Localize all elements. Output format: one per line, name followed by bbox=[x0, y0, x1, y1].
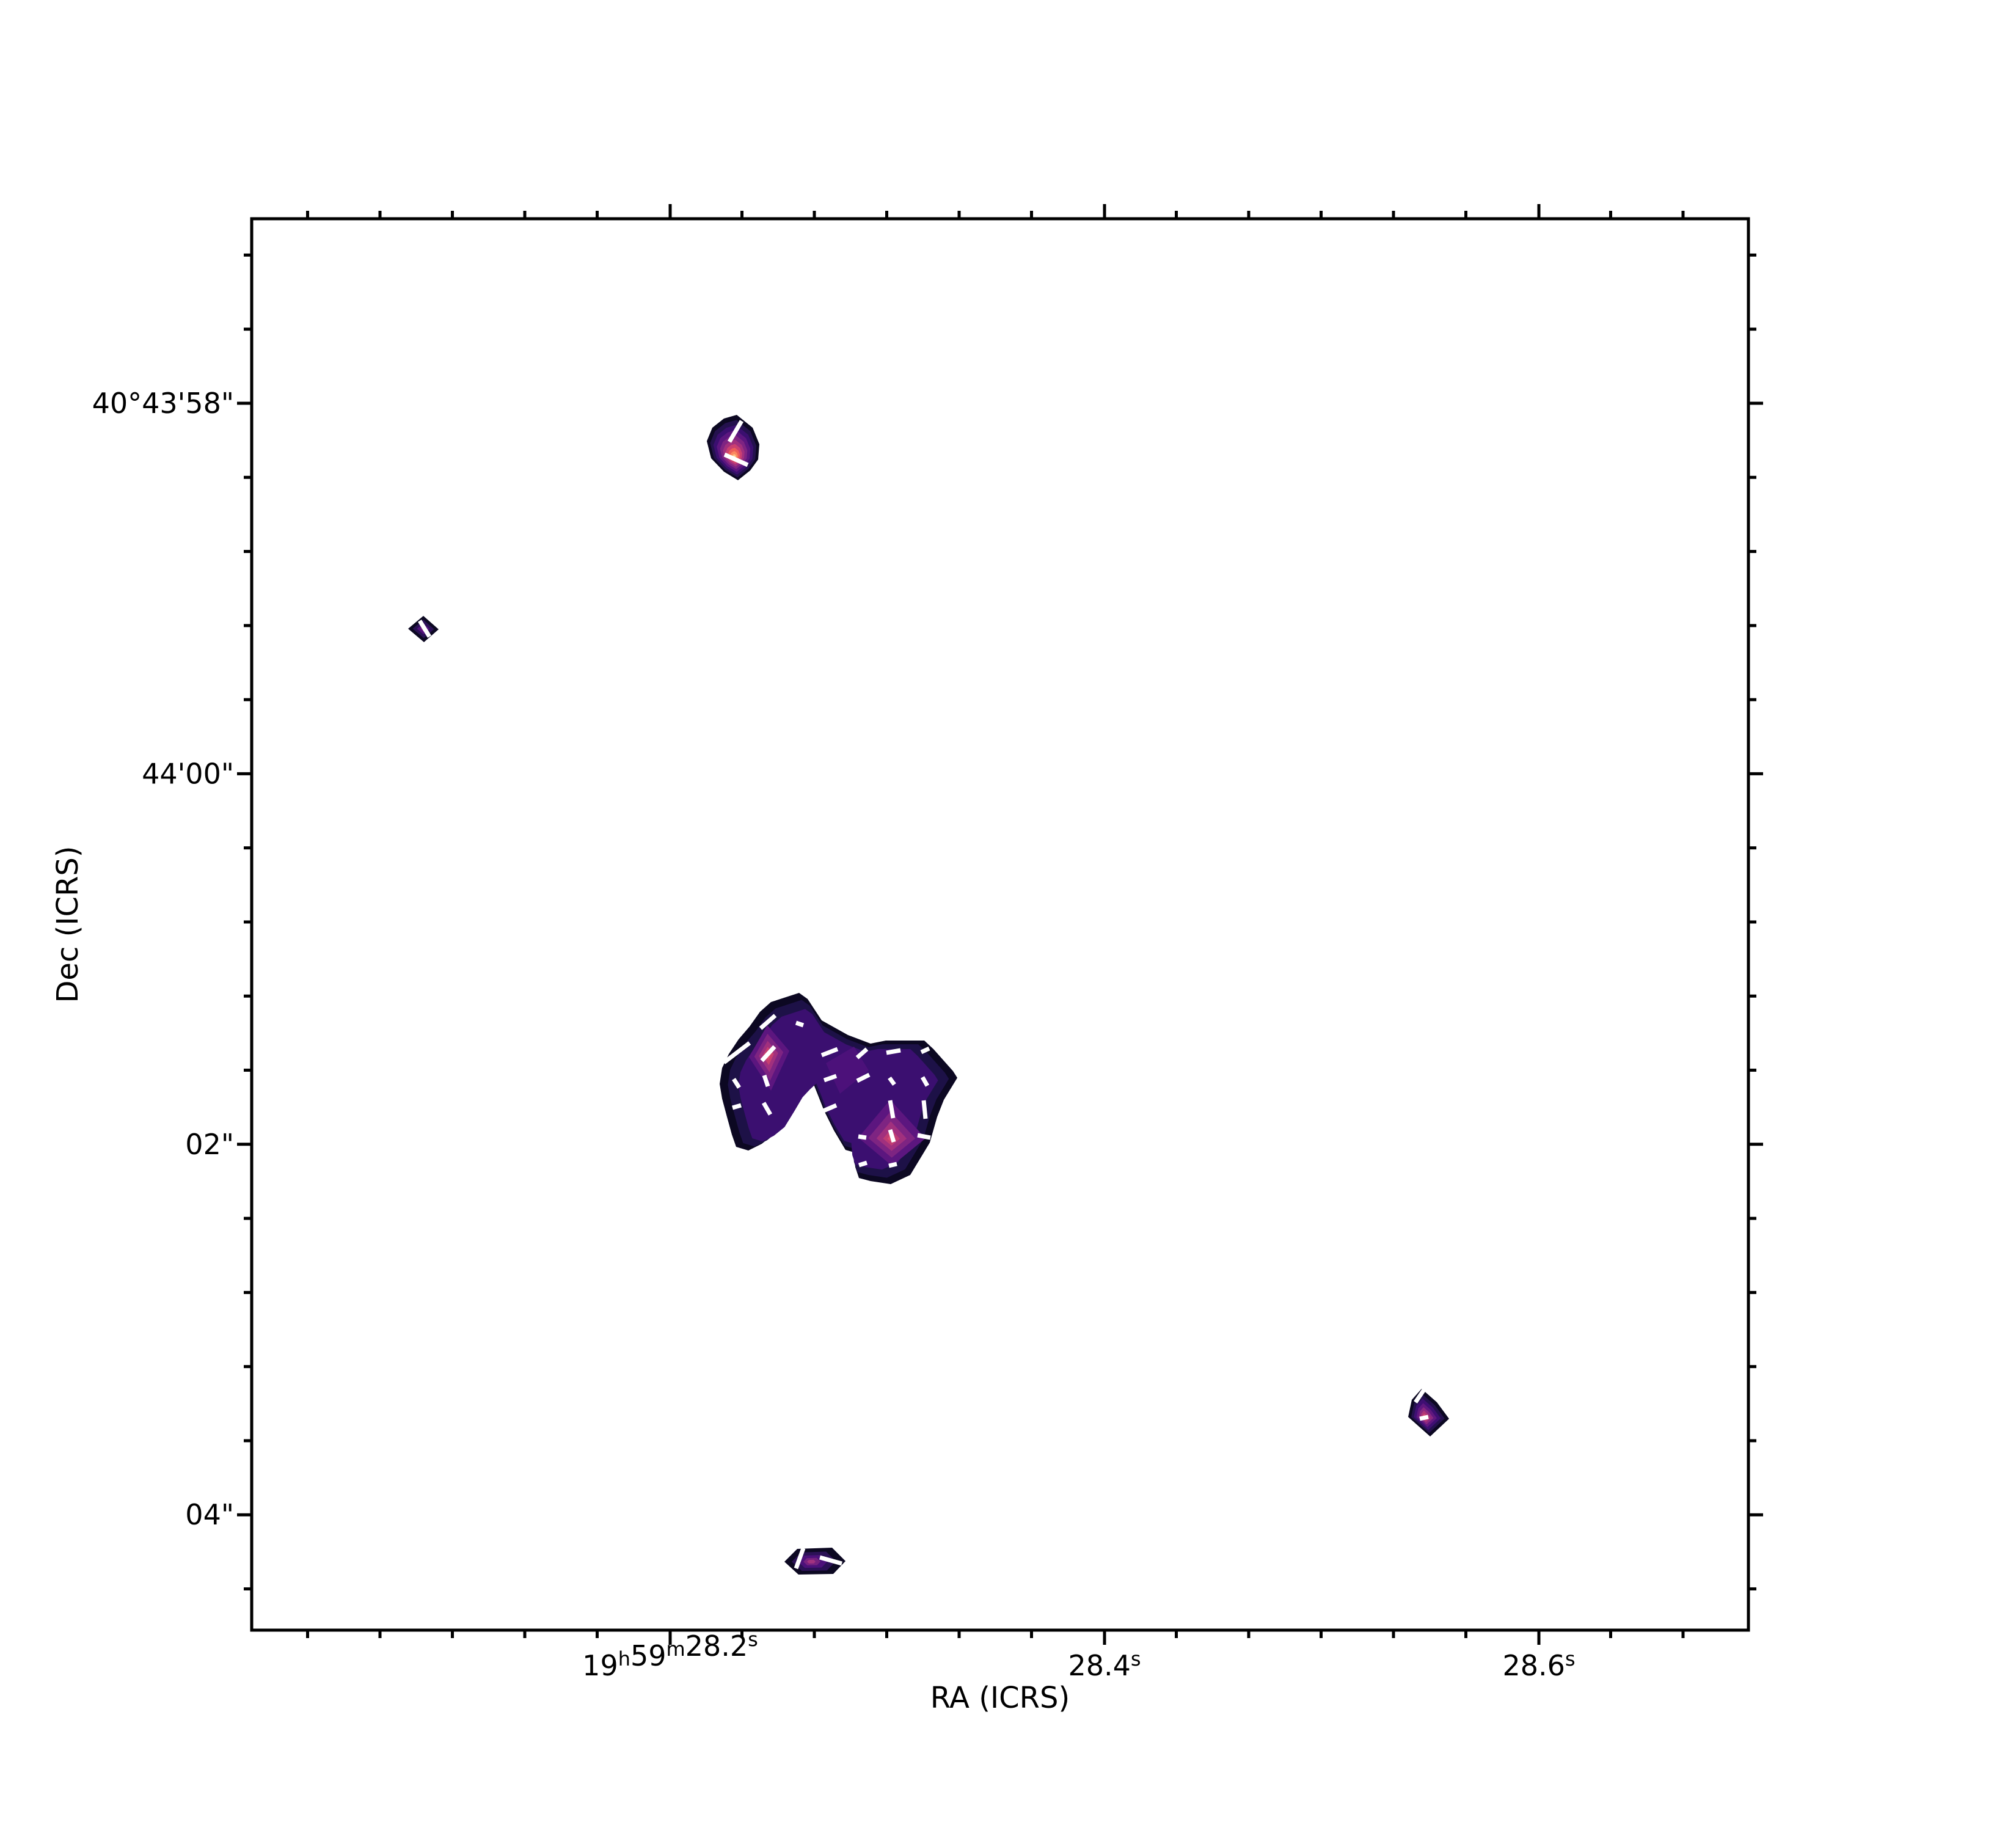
polarization-vector bbox=[819, 1555, 842, 1566]
polarization-vector bbox=[820, 1047, 839, 1058]
polarization-vector bbox=[856, 1072, 871, 1083]
polarization-vector bbox=[823, 1074, 838, 1083]
x-tick-label: 28.6s bbox=[1502, 1647, 1575, 1682]
polarization-vector bbox=[888, 1162, 897, 1168]
contour-band bbox=[807, 1559, 816, 1564]
polarization-vector bbox=[761, 1102, 773, 1116]
polarization-vector bbox=[732, 1078, 741, 1089]
polarization-vectors bbox=[418, 420, 1429, 1570]
polarization-vector bbox=[727, 420, 744, 443]
y-tick-label: 40°43'58" bbox=[92, 387, 234, 420]
axes bbox=[237, 204, 1763, 1645]
polarization-vector bbox=[732, 1103, 742, 1110]
polarization-vector bbox=[858, 1160, 868, 1168]
polarization-vector bbox=[1419, 1414, 1429, 1421]
y-tick-label: 44'00" bbox=[142, 757, 234, 790]
polarization-vector bbox=[794, 1547, 806, 1570]
contour-clumps bbox=[408, 415, 1449, 1575]
polarization-vector bbox=[888, 1129, 896, 1143]
polarization-vector bbox=[920, 1076, 930, 1087]
polarization-vector bbox=[1414, 1388, 1426, 1403]
y-tick-label: 02" bbox=[185, 1128, 234, 1161]
polarization-vector bbox=[888, 1076, 896, 1086]
polarization-vector bbox=[722, 1041, 751, 1064]
polarization-vector bbox=[855, 1047, 869, 1059]
x-axis-label: RA (ICRS) bbox=[930, 1681, 1070, 1715]
polarization-vector bbox=[762, 1074, 770, 1088]
polarization-vector bbox=[760, 1045, 776, 1063]
polarization-vector bbox=[759, 1014, 777, 1030]
polarization-vector bbox=[917, 1133, 931, 1140]
plot-area-border bbox=[250, 217, 1750, 1632]
tick-labels: 19h59m28.2s 28.4s 28.6s 40°43'58" 44'00" 02" 0… bbox=[92, 387, 1576, 1682]
polarization-vector bbox=[418, 620, 431, 638]
polarization-vector bbox=[888, 1100, 896, 1119]
y-tick-label: 04" bbox=[185, 1498, 234, 1531]
polarization-vector bbox=[795, 1020, 805, 1028]
polarization-vector bbox=[920, 1046, 930, 1055]
polarization-vector bbox=[921, 1100, 928, 1119]
y-axis-label: Dec (ICRS) bbox=[51, 846, 85, 1003]
x-tick-label: 28.4s bbox=[1068, 1647, 1141, 1682]
polarization-vector bbox=[822, 1103, 838, 1113]
clump-south-clump bbox=[784, 1548, 845, 1575]
x-tick-label: 19h59m28.2s bbox=[582, 1628, 758, 1682]
polarization-vector bbox=[858, 1134, 867, 1140]
polarization-vector bbox=[723, 452, 749, 467]
clump-central-complex bbox=[720, 993, 957, 1184]
polarization-vector bbox=[886, 1048, 901, 1055]
